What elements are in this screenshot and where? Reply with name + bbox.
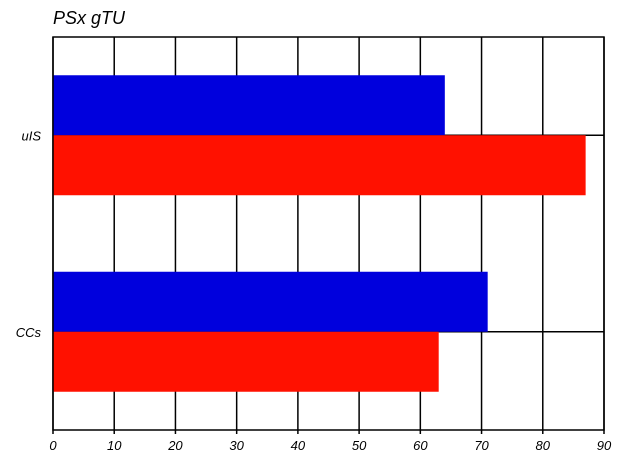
x-tick-label: 70: [474, 438, 489, 453]
chart-title: PSx gTU: [53, 8, 126, 28]
bar: [53, 331, 439, 392]
bar: [53, 135, 586, 196]
x-tick-label: 10: [107, 438, 122, 453]
x-tick-label: 30: [229, 438, 244, 453]
y-category-label: uIS: [21, 128, 41, 143]
x-tick-label: 40: [291, 438, 306, 453]
bar: [53, 271, 488, 332]
x-axis-ticks: 0 10 20 30 40 50 60 70 80 90: [49, 430, 612, 453]
plot-frame: [52, 36, 605, 431]
x-tick-label: 60: [413, 438, 428, 453]
x-tick-label: 80: [536, 438, 551, 453]
x-tick-label: 90: [597, 438, 612, 453]
x-tick-label: 0: [49, 438, 57, 453]
x-tick-label: 20: [167, 438, 183, 453]
bars: [53, 75, 586, 392]
x-tick-label: 50: [352, 438, 367, 453]
y-axis-categories: uIS CCs: [16, 128, 42, 340]
bar: [53, 75, 445, 136]
y-category-label: CCs: [16, 325, 42, 340]
